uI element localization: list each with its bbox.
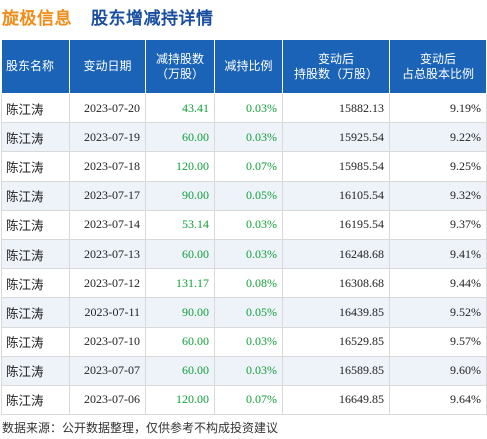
title-bar: 旋极信息 股东增减持详情 [0,0,487,32]
col-header-holder: 股东名称 [1,39,70,94]
after-shares-cell: 16248.68 [282,238,390,270]
page-title: 股东增减持详情 [91,9,214,29]
holder-name-cell: 陈江涛 [1,122,70,153]
table-row: 陈江涛 2023-07-17 90.00 0.05% 16105.54 9.32% [1,180,487,211]
reduced-shares-cell: 90.00 [145,180,215,211]
col-header-ratio: 减持比例 [214,39,283,94]
after-shares-cell: 16308.68 [282,268,390,299]
holder-name-cell: 陈江涛 [1,151,70,182]
change-date-cell: 2023-07-17 [69,180,146,211]
after-pct-cell: 9.57% [389,326,487,357]
after-shares-cell: 15985.54 [282,151,390,182]
holder-name-cell: 陈江涛 [1,297,70,328]
reduced-ratio-cell: 0.03% [214,238,283,270]
after-shares-cell: 15882.13 [282,92,390,124]
after-pct-cell: 9.25% [389,151,487,182]
holdings-table: 股东名称 变动日期 减持股数 （万股） 减持比例 变动后 持股数（万股） 变动后 占总… [1,39,487,416]
reduced-shares-cell: 120.00 [145,151,215,182]
after-pct-cell: 9.19% [389,92,487,124]
change-date-cell: 2023-07-19 [69,122,146,153]
after-pct-cell: 9.37% [389,209,487,240]
after-shares-cell: 16529.85 [282,326,390,357]
data-source-note: 数据来源：公开数据整理，仅供参考不构成投资建议 [2,421,279,435]
reduced-ratio-cell: 0.05% [214,180,283,211]
change-date-cell: 2023-07-14 [69,209,146,240]
reduced-shares-cell: 43.41 [145,92,215,124]
after-pct-cell: 9.41% [389,238,487,270]
holder-name-cell: 陈江涛 [1,209,70,240]
after-shares-cell: 16649.85 [282,384,390,416]
after-pct-cell: 9.32% [389,180,487,211]
holder-name-cell: 陈江涛 [1,384,70,416]
after-shares-cell: 16105.54 [282,180,390,211]
reduced-ratio-cell: 0.08% [214,268,283,299]
change-date-cell: 2023-07-11 [69,297,146,328]
col-header-shares: 减持股数 （万股） [145,39,215,94]
reduced-ratio-cell: 0.03% [214,355,283,386]
reduced-shares-cell: 60.00 [145,238,215,270]
change-date-cell: 2023-07-18 [69,151,146,182]
reduced-shares-cell: 60.00 [145,122,215,153]
table-row: 陈江涛 2023-07-10 60.00 0.03% 16529.85 9.57% [1,326,487,357]
table-row: 陈江涛 2023-07-14 53.14 0.03% 16195.54 9.37% [1,209,487,240]
holder-name-cell: 陈江涛 [1,326,70,357]
change-date-cell: 2023-07-07 [69,355,146,386]
col-header-after-pct: 变动后 占总股本比例 [389,39,487,94]
table-row: 陈江涛 2023-07-13 60.00 0.03% 16248.68 9.41% [1,238,487,270]
table-header-row: 股东名称 变动日期 减持股数 （万股） 减持比例 变动后 持股数（万股） 变动后 占总… [1,39,487,94]
after-shares-cell: 16195.54 [282,209,390,240]
after-shares-cell: 16589.85 [282,355,390,386]
after-pct-cell: 9.52% [389,297,487,328]
reduced-shares-cell: 60.00 [145,355,215,386]
reduced-shares-cell: 53.14 [145,209,215,240]
holder-name-cell: 陈江涛 [1,92,70,124]
holder-name-cell: 陈江涛 [1,355,70,386]
table-row: 陈江涛 2023-07-11 90.00 0.05% 16439.85 9.52% [1,297,487,328]
table-row: 陈江涛 2023-07-20 43.41 0.03% 15882.13 9.19% [1,92,487,124]
holder-name-cell: 陈江涛 [1,180,70,211]
change-date-cell: 2023-07-12 [69,268,146,299]
change-date-cell: 2023-07-10 [69,326,146,357]
reduced-shares-cell: 131.17 [145,268,215,299]
holder-name-cell: 陈江涛 [1,238,70,270]
table-row: 陈江涛 2023-07-18 120.00 0.07% 15985.54 9.25% [1,151,487,182]
reduced-ratio-cell: 0.03% [214,122,283,153]
change-date-cell: 2023-07-06 [69,384,146,416]
after-pct-cell: 9.64% [389,384,487,416]
reduced-shares-cell: 60.00 [145,326,215,357]
table-body: 陈江涛 2023-07-20 43.41 0.03% 15882.13 9.19% 陈江涛 2… [1,92,487,416]
reduced-ratio-cell: 0.07% [214,151,283,182]
reduced-ratio-cell: 0.05% [214,297,283,328]
table-row: 陈江涛 2023-07-12 131.17 0.08% 16308.68 9.44% [1,268,487,299]
reduced-ratio-cell: 0.03% [214,92,283,124]
reduced-ratio-cell: 0.07% [214,384,283,416]
after-shares-cell: 16439.85 [282,297,390,328]
table-row: 陈江涛 2023-07-19 60.00 0.03% 15925.54 9.22% [1,122,487,153]
change-date-cell: 2023-07-13 [69,238,146,270]
change-date-cell: 2023-07-20 [69,92,146,124]
table-row: 陈江涛 2023-07-06 120.00 0.07% 16649.85 9.64% [1,384,487,416]
after-pct-cell: 9.22% [389,122,487,153]
reduced-ratio-cell: 0.03% [214,209,283,240]
reduced-shares-cell: 120.00 [145,384,215,416]
holder-name-cell: 陈江涛 [1,268,70,299]
stock-name: 旋极信息 [2,9,72,29]
after-pct-cell: 9.60% [389,355,487,386]
table-row: 陈江涛 2023-07-07 60.00 0.03% 16589.85 9.60% [1,355,487,386]
after-pct-cell: 9.44% [389,268,487,299]
col-header-after-shares: 变动后 持股数（万股） [282,39,390,94]
after-shares-cell: 15925.54 [282,122,390,153]
reduced-shares-cell: 90.00 [145,297,215,328]
reduced-ratio-cell: 0.03% [214,326,283,357]
col-header-date: 变动日期 [69,39,146,94]
